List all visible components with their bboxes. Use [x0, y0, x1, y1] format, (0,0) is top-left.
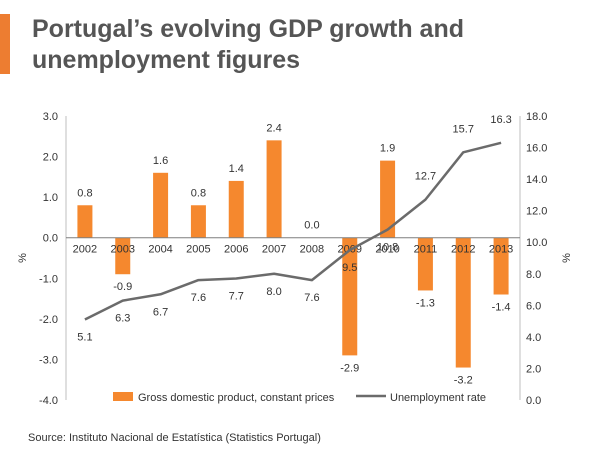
category-label: 2013 — [489, 244, 513, 256]
unemployment-data-label: 7.7 — [229, 291, 244, 303]
left-tick-label: -3.0 — [39, 354, 58, 366]
right-axis-title: % — [561, 253, 573, 263]
left-tick-label: -4.0 — [39, 395, 58, 407]
gdp-bar — [342, 237, 358, 356]
left-tick-label: 1.0 — [43, 192, 58, 204]
unemployment-data-label: 6.7 — [153, 306, 168, 318]
right-tick-label: 8.0 — [526, 269, 541, 281]
gdp-data-label: 0.8 — [77, 187, 92, 199]
gdp-bar — [493, 237, 509, 295]
gdp-data-label: 0.0 — [304, 220, 319, 232]
unemployment-data-label: 12.7 — [415, 171, 436, 183]
gdp-data-label: -1.4 — [492, 302, 511, 314]
gdp-data-label: 2.4 — [266, 122, 281, 134]
left-tick-label: 2.0 — [43, 152, 58, 164]
category-label: 2011 — [414, 244, 438, 256]
category-label: 2003 — [111, 244, 135, 256]
gdp-bar — [266, 140, 282, 238]
gdp-bar — [115, 237, 131, 275]
right-tick-label: 16.0 — [526, 143, 547, 155]
gdp-data-label: -1.3 — [416, 297, 435, 309]
chart-title-line-1: Portugal’s evolving GDP growth and — [32, 15, 464, 43]
unemployment-line — [84, 141, 502, 321]
source-note: Source: Instituto Nacional de Estatístic… — [28, 432, 321, 444]
category-label: 2008 — [300, 244, 324, 256]
unemployment-data-label: 10.8 — [377, 242, 398, 254]
category-label: 2005 — [186, 244, 210, 256]
right-tick-label: 4.0 — [526, 332, 541, 344]
gdp-bar — [153, 172, 169, 238]
gdp-bar — [228, 180, 244, 238]
gdp-data-label: 0.8 — [191, 187, 206, 199]
unemployment-data-label: 5.1 — [77, 332, 92, 344]
gdp-data-label: -0.9 — [113, 281, 132, 293]
gdp-data-label: 1.9 — [380, 143, 395, 155]
left-tick-label: 0.0 — [43, 233, 58, 245]
right-tick-label: 10.0 — [526, 237, 547, 249]
legend-label-unemployment: Unemployment rate — [390, 392, 486, 404]
gdp-bar — [77, 205, 93, 238]
unemployment-data-label: 6.3 — [115, 313, 130, 325]
unemployment-data-label: 8.0 — [266, 286, 281, 298]
unemployment-data-label: 15.7 — [453, 123, 474, 135]
title-accent-bar — [0, 14, 10, 74]
chart-title-line-2: unemployment figures — [32, 46, 301, 74]
unemployment-data-label: 7.6 — [191, 292, 206, 304]
right-tick-label: 12.0 — [526, 206, 547, 218]
left-tick-label: -2.0 — [39, 314, 58, 326]
left-axis-title: % — [17, 253, 29, 263]
right-tick-label: 18.0 — [526, 111, 547, 123]
gdp-bar — [190, 205, 206, 238]
category-label: 2006 — [224, 244, 248, 256]
right-tick-label: 6.0 — [526, 300, 541, 312]
gdp-data-label: 1.4 — [229, 163, 244, 175]
category-label: 2010 — [375, 244, 399, 256]
gdp-data-label: 1.6 — [153, 155, 168, 167]
category-label: 2002 — [73, 244, 97, 256]
right-tick-label: 14.0 — [526, 174, 547, 186]
unemployment-data-label: 7.6 — [304, 292, 319, 304]
chart-title: Portugal’s evolving GDP growth and unemp… — [32, 14, 552, 76]
gdp-data-label: -2.9 — [340, 362, 359, 374]
right-tick-label: 2.0 — [526, 363, 541, 375]
gdp-bar — [380, 160, 396, 238]
right-tick-label: 0.0 — [526, 395, 541, 407]
category-label: 2004 — [148, 244, 172, 256]
left-tick-label: -1.0 — [39, 273, 58, 285]
left-tick-label: 3.0 — [43, 111, 58, 123]
unemployment-data-label: 9.5 — [342, 262, 357, 274]
gdp-bar — [417, 237, 433, 291]
gdp-bar — [455, 237, 471, 368]
category-label: 2007 — [262, 244, 286, 256]
gdp-data-label: -3.2 — [454, 375, 473, 387]
unemployment-data-label: 16.3 — [490, 114, 511, 126]
legend-label-gdp: Gross domestic product, constant prices — [138, 392, 335, 404]
category-label: 2012 — [451, 244, 475, 256]
legend-swatch-gdp — [113, 392, 133, 401]
